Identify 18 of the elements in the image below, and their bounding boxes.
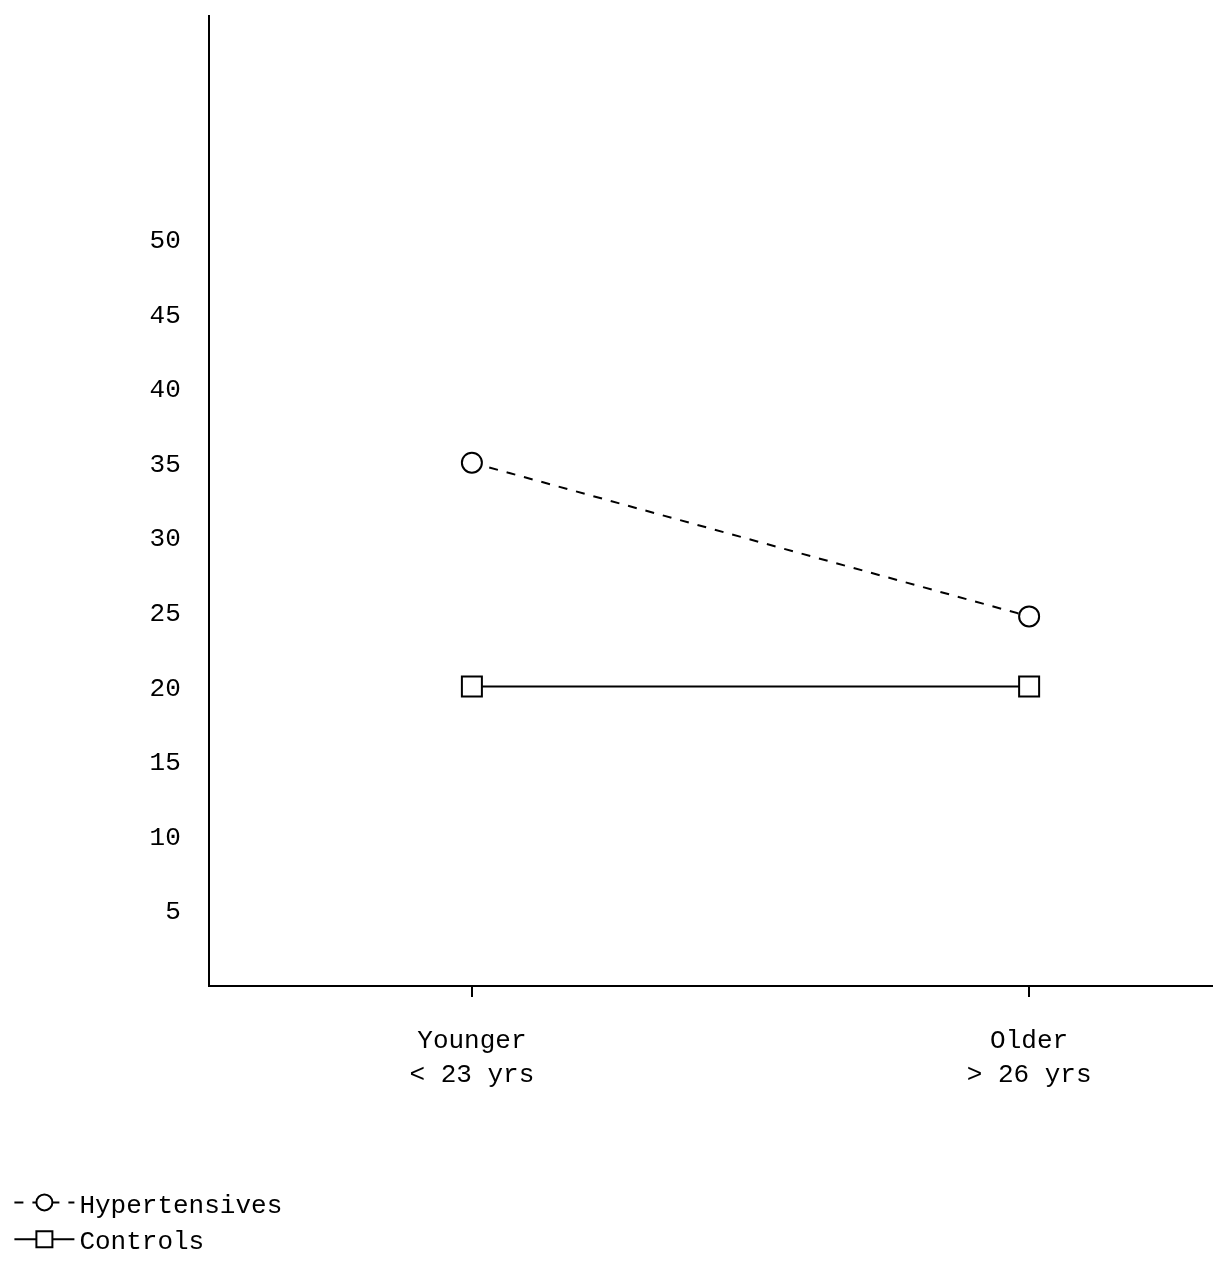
- y-tick-label: 35: [149, 449, 181, 480]
- point: [460, 451, 483, 474]
- y-tick-label: 20: [149, 673, 181, 704]
- point: [1018, 605, 1041, 628]
- y-tick-label: 50: [149, 225, 181, 256]
- legend-label: Hypertensives: [79, 1190, 283, 1221]
- y-tick-label: 10: [149, 822, 181, 853]
- y-tick-label: 30: [149, 524, 181, 555]
- legend-label: Controls: [79, 1227, 205, 1258]
- x-tick-label: Older > 26 yrs: [966, 1026, 1092, 1090]
- point: [460, 675, 483, 698]
- y-tick-label: 15: [149, 748, 181, 779]
- y-tick-label: 40: [149, 375, 181, 406]
- y-tick-label: 5: [165, 897, 181, 928]
- y-tick-label: 25: [149, 599, 181, 630]
- x-tick-label: Younger < 23 yrs: [409, 1026, 535, 1090]
- y-tick-label: 45: [149, 300, 181, 331]
- point: [1018, 675, 1041, 698]
